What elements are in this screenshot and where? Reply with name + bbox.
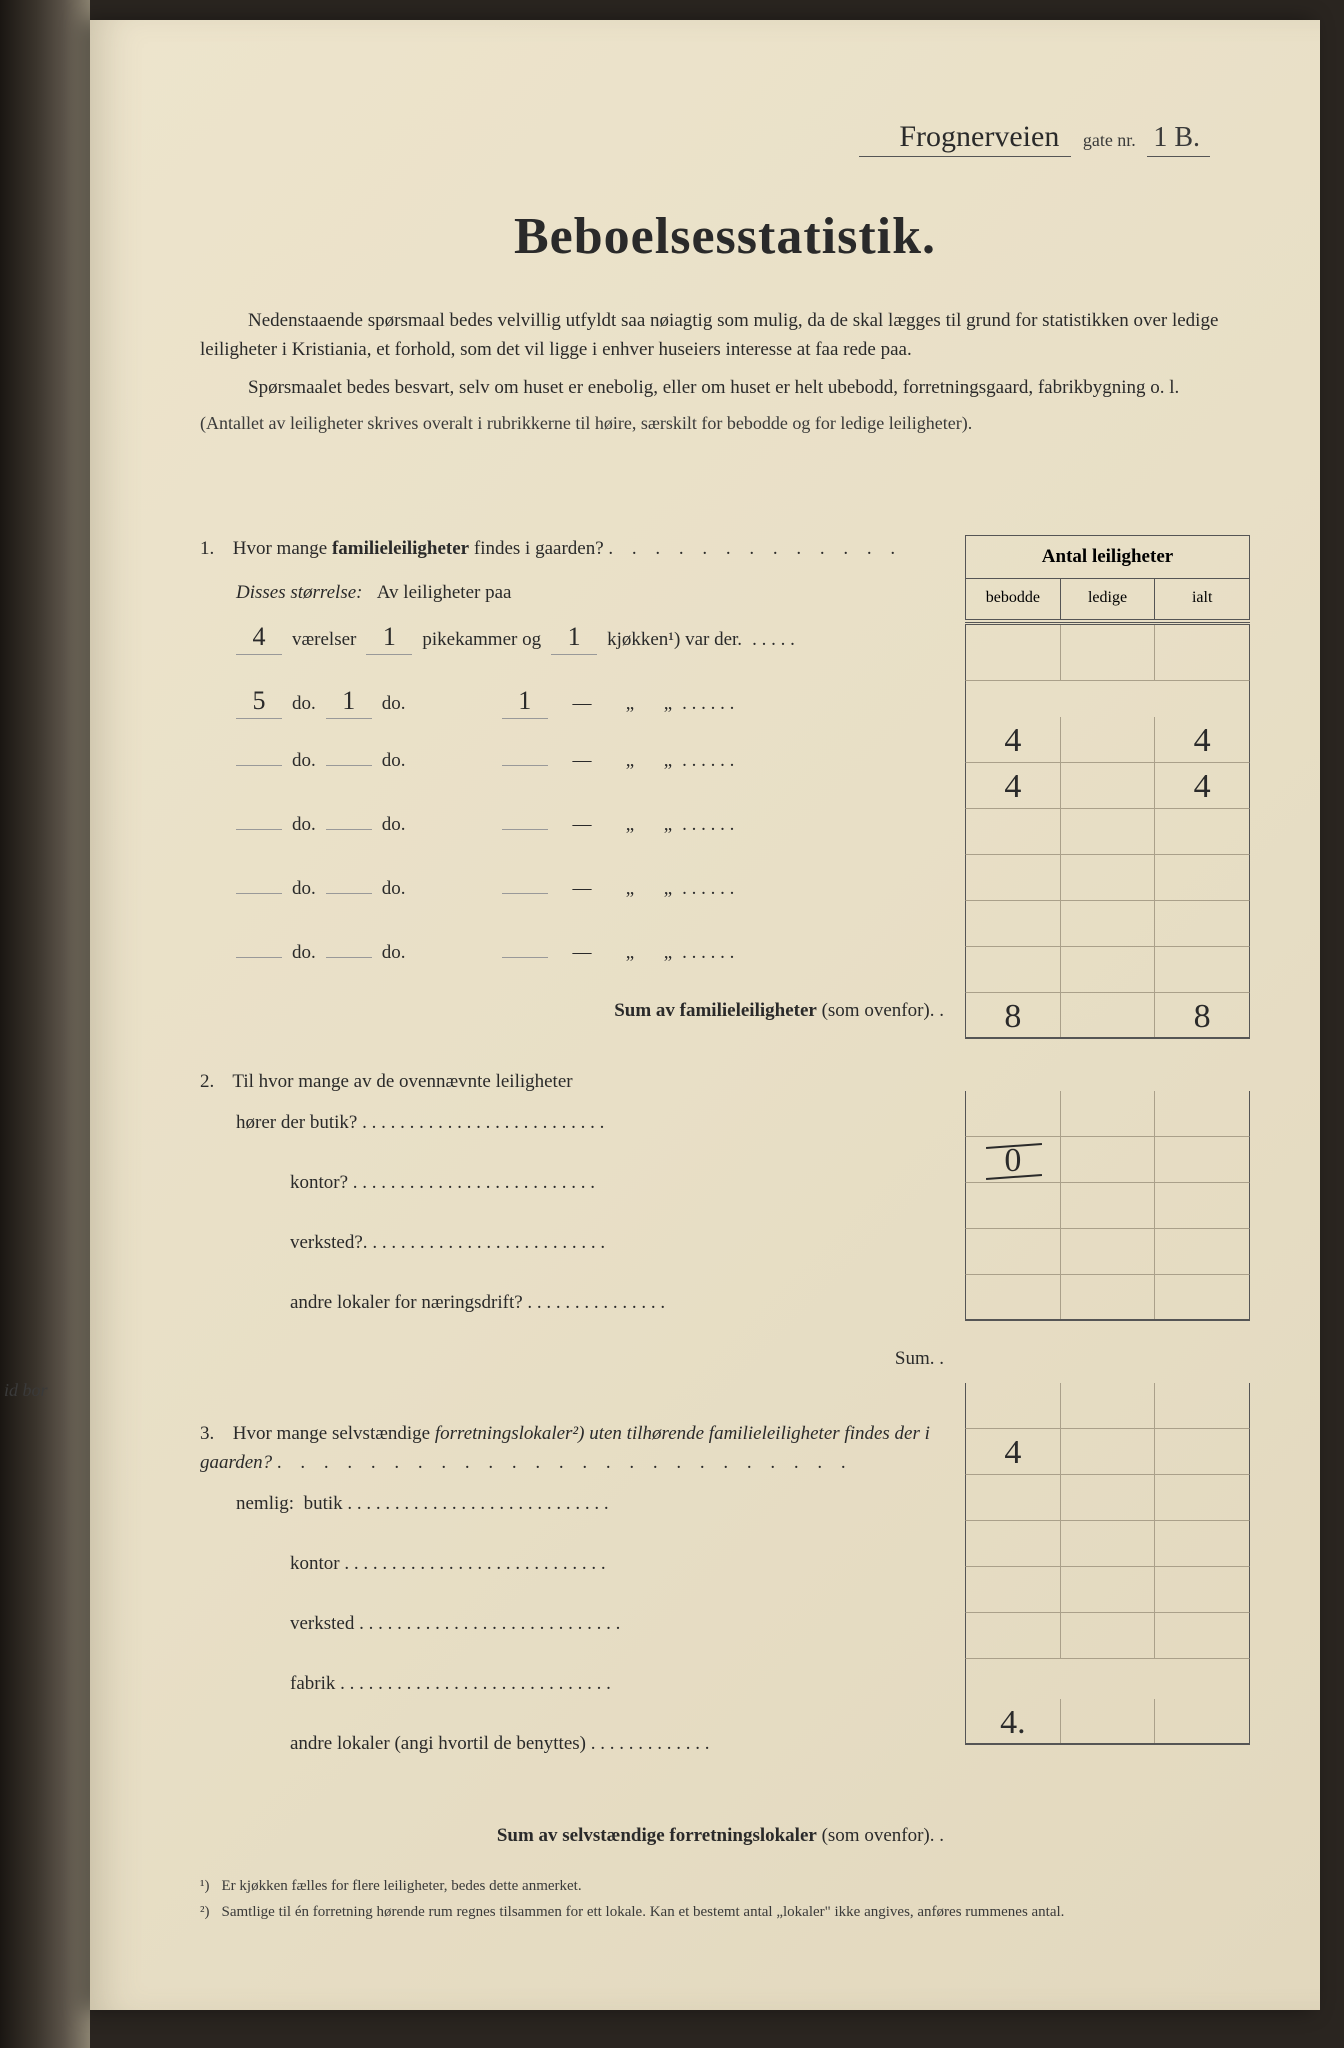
- table-row[interactable]: [965, 809, 1250, 855]
- q2-kontor: kontor? . . . . . . . . . . . . . . . . …: [290, 1172, 950, 1216]
- q3-kontor: kontor . . . . . . . . . . . . . . . . .…: [290, 1553, 950, 1597]
- col-bebodde: bebodde: [966, 579, 1061, 619]
- question-3: 3. Hvor mange selvstændige forretningslo…: [200, 1420, 950, 1477]
- gate-label: gate nr.: [1083, 130, 1136, 150]
- q2-andre: andre lokaler for næringsdrift? . . . . …: [290, 1292, 950, 1336]
- size-row-3[interactable]: do. do. — „ „ . . . . . .: [236, 750, 950, 796]
- footnotes: ¹) Er kjøkken fælles for flere leilighete…: [200, 1875, 1250, 1923]
- table-row[interactable]: [965, 1475, 1250, 1521]
- table-row[interactable]: [965, 1229, 1250, 1275]
- size-row-5[interactable]: do. do. — „ „ . . . . . .: [236, 878, 950, 924]
- col-ialt: ialt: [1155, 579, 1249, 619]
- q1-sum-label: Sum av familieleiligheter (som ovenfor).…: [200, 1000, 950, 1022]
- table-row[interactable]: [965, 1613, 1250, 1659]
- q2-butik: hører der butik? . . . . . . . . . . . .…: [236, 1112, 950, 1156]
- footnote-1-num: ¹): [200, 1875, 210, 1898]
- table-row[interactable]: [965, 855, 1250, 901]
- street-name-field[interactable]: Frognerveien: [859, 120, 1071, 157]
- table-row: [965, 625, 1250, 681]
- table-row[interactable]: 44: [965, 717, 1250, 763]
- intro-paragraph-1: Nedenstaaende spørsmaal bedes velvillig …: [200, 306, 1250, 365]
- table-row[interactable]: [965, 1567, 1250, 1613]
- table-row[interactable]: [965, 947, 1250, 993]
- question-2: 2. Til hvor mange av de ovennævnte leili…: [200, 1068, 950, 1097]
- table-row[interactable]: [965, 1383, 1250, 1429]
- table-header-main: Antal leiligheter: [966, 536, 1249, 579]
- table-row-sum[interactable]: 88: [965, 993, 1250, 1039]
- q3-sum-label: Sum av selvstændige forretningslokaler (…: [200, 1825, 950, 1847]
- margin-cut-text: id bor: [4, 1380, 48, 1401]
- table-row[interactable]: 44: [965, 763, 1250, 809]
- question-1: 1. Hvor mange familieleiligheter findes …: [200, 535, 950, 564]
- header-line: Frognerveien gate nr. 1 B.: [200, 120, 1210, 157]
- size-row-6[interactable]: do. do. — „ „ . . . . . .: [236, 942, 950, 988]
- q2-sum-label: Sum. .: [200, 1348, 950, 1370]
- size-row-1[interactable]: 4værelser 1pikekammer og 1kjøkken¹) var …: [236, 622, 950, 668]
- size-row-4[interactable]: do. do. — „ „ . . . . . .: [236, 814, 950, 860]
- q3-butik: nemlig: butik . . . . . . . . . . . . . …: [236, 1493, 950, 1537]
- footnote-2-text: Samtlige til én forretning hørende rum r…: [222, 1901, 1065, 1924]
- gate-number-field[interactable]: 1 B.: [1147, 122, 1210, 157]
- page-title: Beboelsesstatistik.: [200, 207, 1250, 266]
- form-area: Antal leiligheter bebodde ledige ialt 44…: [200, 535, 1250, 1847]
- footnote-1-text: Er kjøkken fælles for flere leiligheter,…: [222, 1875, 582, 1898]
- size-row-2[interactable]: 5do. 1do. 1 — „ „ . . . . . .: [236, 686, 950, 732]
- book-binding: [0, 0, 90, 2048]
- table-row[interactable]: [965, 1183, 1250, 1229]
- counts-table: Antal leiligheter bebodde ledige ialt 44…: [965, 535, 1250, 1745]
- table-row-sum[interactable]: [965, 1275, 1250, 1321]
- table-row[interactable]: 4: [965, 1429, 1250, 1475]
- footnote-2-num: ²): [200, 1901, 210, 1924]
- table-header: Antal leiligheter bebodde ledige ialt: [965, 535, 1250, 620]
- table-row[interactable]: [965, 901, 1250, 947]
- intro-paragraph-2: Spørsmaalet bedes besvart, selv om huset…: [200, 373, 1250, 402]
- disses-label: Disses størrelse:: [236, 582, 363, 603]
- q2-verksted: verksted?. . . . . . . . . . . . . . . .…: [290, 1232, 950, 1276]
- table-row[interactable]: [965, 1091, 1250, 1137]
- q3-verksted: verksted . . . . . . . . . . . . . . . .…: [290, 1613, 950, 1657]
- table-row[interactable]: 0: [965, 1137, 1250, 1183]
- table-row[interactable]: [965, 1521, 1250, 1567]
- q3-fabrik: fabrik . . . . . . . . . . . . . . . . .…: [290, 1673, 950, 1717]
- av-label: Av leiligheter paa: [377, 582, 512, 603]
- document-page: Frognerveien gate nr. 1 B. Beboelsesstat…: [90, 20, 1320, 2010]
- table-row-sum[interactable]: 4.: [965, 1699, 1250, 1745]
- intro-note: (Antallet av leiligheter skrives overalt…: [200, 410, 1250, 437]
- col-ledige: ledige: [1061, 579, 1156, 619]
- q3-andre: andre lokaler (angi hvortil de benyttes)…: [290, 1733, 950, 1777]
